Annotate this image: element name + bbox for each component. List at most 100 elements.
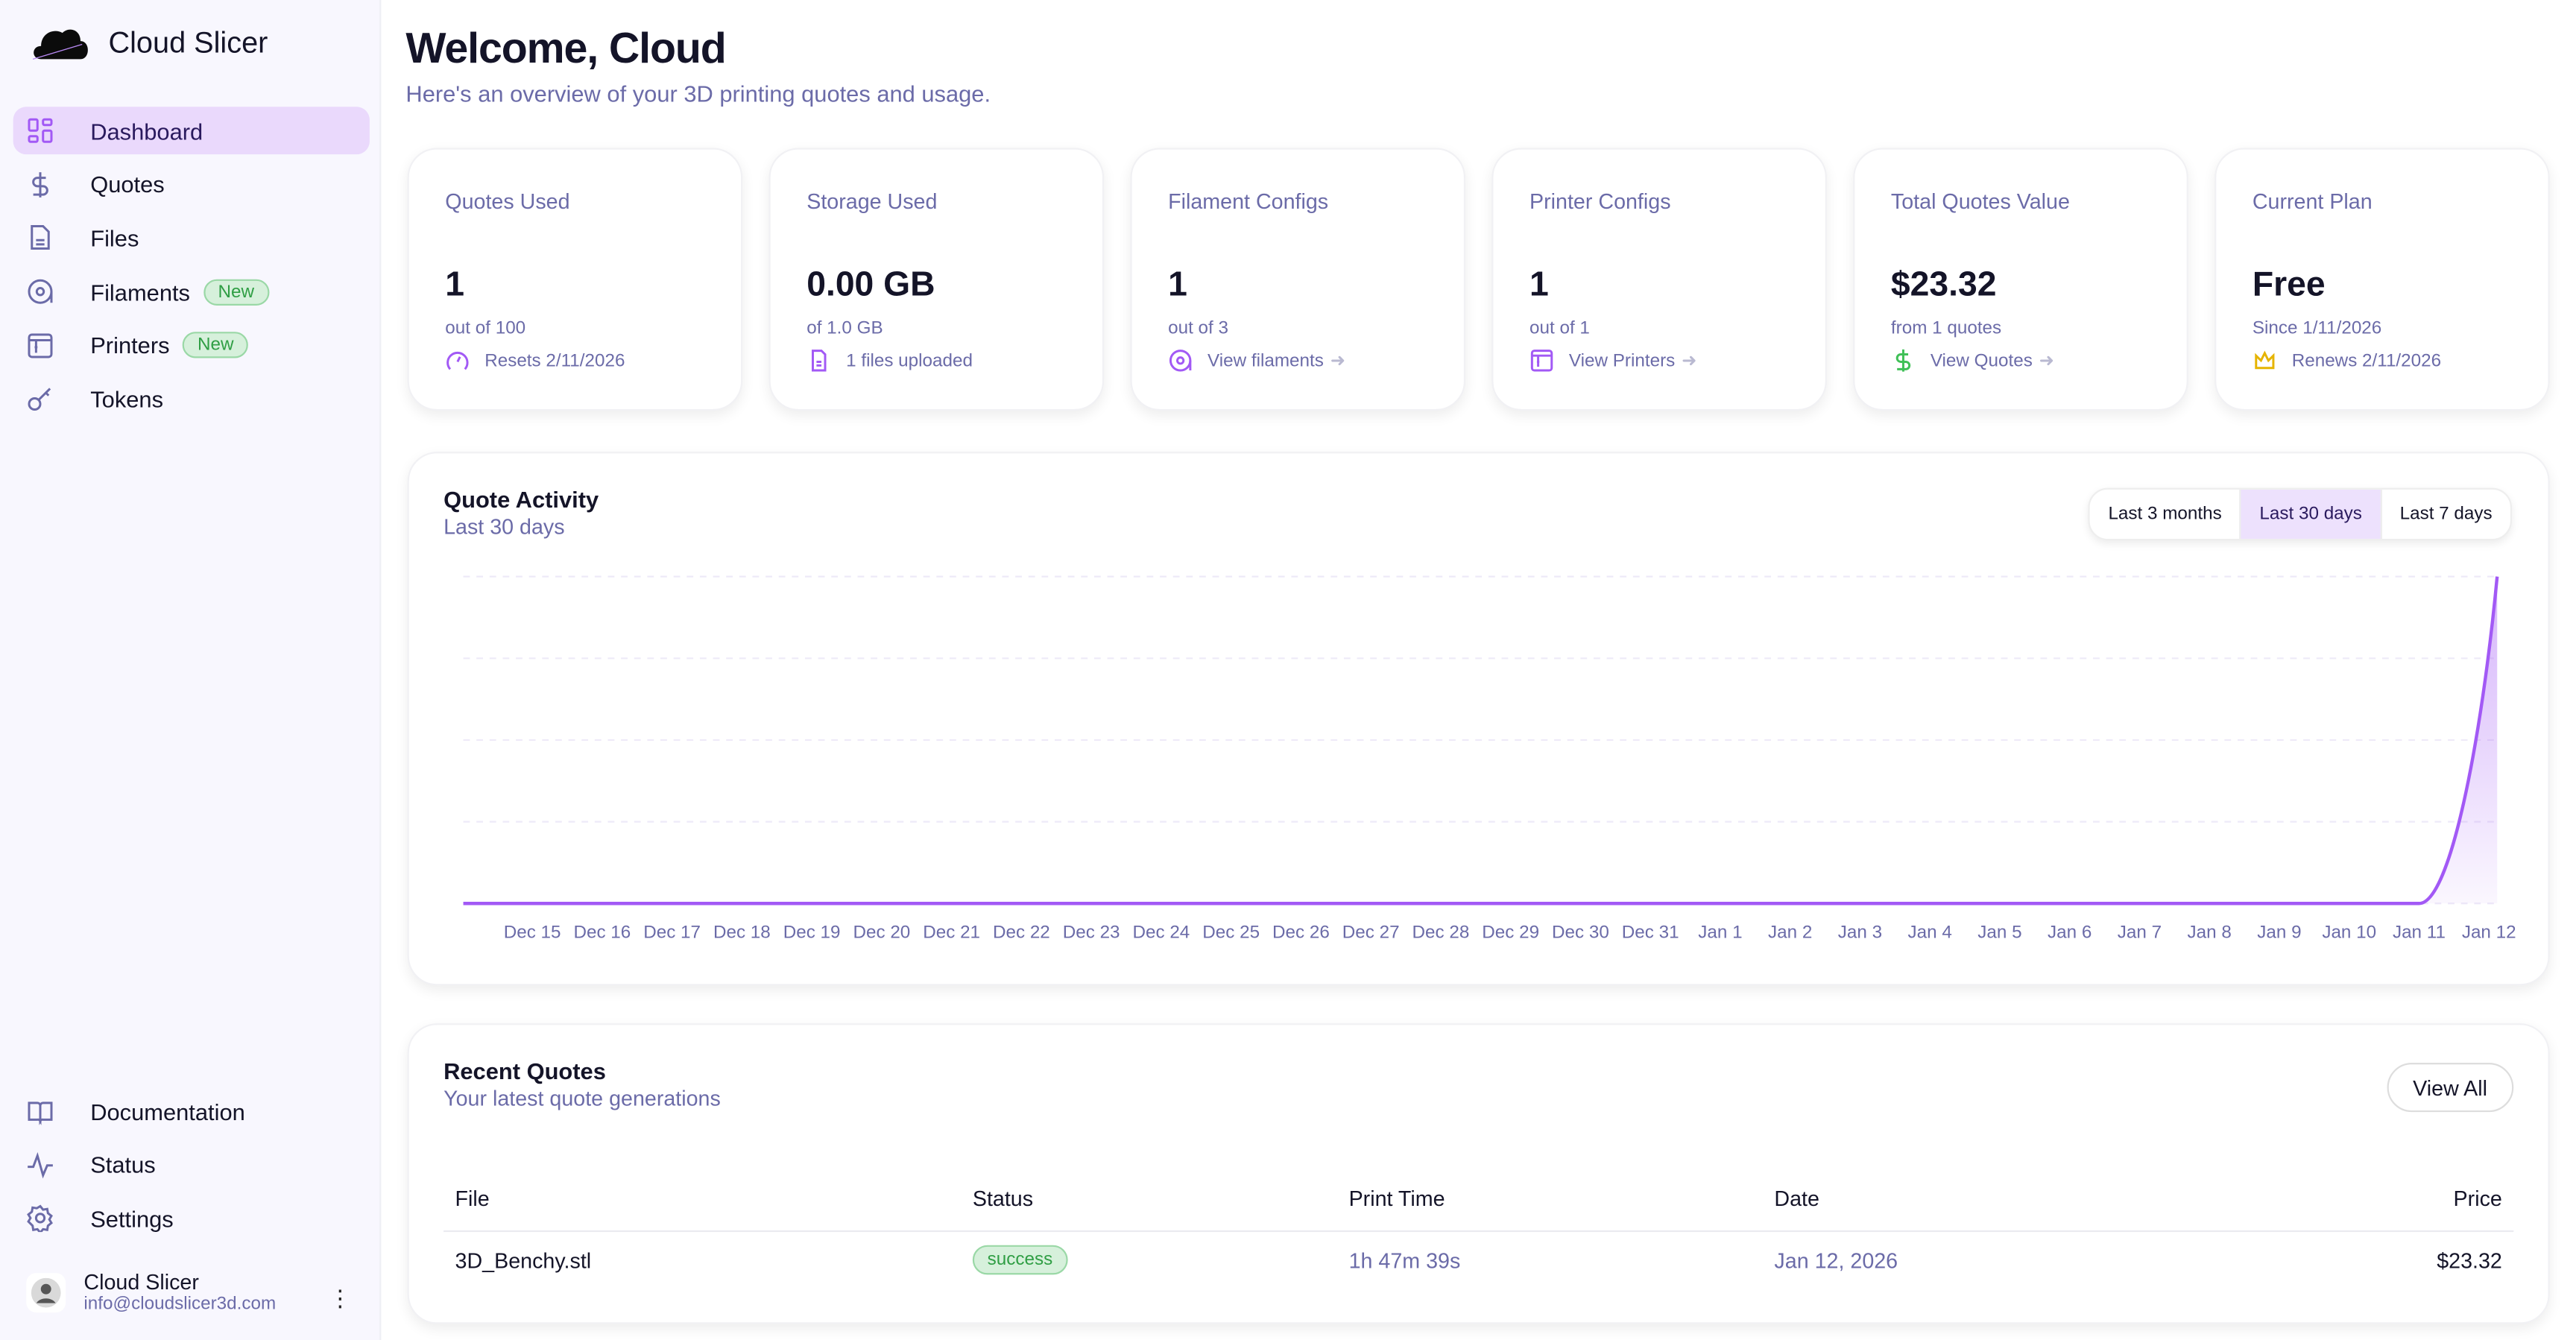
crown-icon bbox=[2253, 348, 2277, 373]
sidebar-item-dashboard[interactable]: Dashboard bbox=[13, 107, 370, 155]
x-tick-label: Dec 30 bbox=[1552, 923, 1609, 943]
sidebar-item-files[interactable]: Files bbox=[13, 214, 370, 262]
sidebar-item-quotes[interactable]: Quotes bbox=[13, 160, 370, 208]
cloud-logo-icon bbox=[32, 29, 88, 60]
stat-label: Storage Used bbox=[806, 189, 938, 214]
cell-print-time: 1h 47m 39s bbox=[1348, 1248, 1461, 1274]
x-tick-label: Dec 25 bbox=[1202, 923, 1260, 943]
page-subtitle: Here's an overview of your 3D printing q… bbox=[405, 80, 991, 107]
x-tick-label: Dec 20 bbox=[853, 923, 910, 943]
chart-subtitle: Last 30 days bbox=[443, 513, 565, 539]
column-header-date[interactable]: Date bbox=[1774, 1186, 1819, 1211]
stat-footer-text: Renews 2/11/2026 bbox=[2291, 350, 2442, 371]
x-tick-label: Dec 19 bbox=[783, 923, 841, 943]
stat-card-storage-used: Storage Used 0.00 GB of 1.0 GB 1 files u… bbox=[768, 148, 1105, 411]
column-header-print-time[interactable]: Print Time bbox=[1348, 1186, 1445, 1211]
stat-label: Quotes Used bbox=[445, 189, 570, 214]
stat-card-quotes-used: Quotes Used 1 out of 100 Resets 2/11/202… bbox=[407, 148, 743, 411]
x-tick-label: Dec 29 bbox=[1482, 923, 1539, 943]
view-all-button[interactable]: View All bbox=[2386, 1063, 2514, 1113]
stat-card-total-quotes-value: Total Quotes Value $23.32 from 1 quotes … bbox=[1853, 148, 2188, 411]
stat-link[interactable]: View Quotes ➜ bbox=[1891, 348, 2054, 373]
column-header-status[interactable]: Status bbox=[972, 1186, 1034, 1211]
sidebar-item-label: Documentation bbox=[90, 1098, 245, 1125]
sidebar-item-label: Settings bbox=[90, 1205, 174, 1232]
range-last-7-days[interactable]: Last 7 days bbox=[2399, 504, 2493, 525]
arrow-right-icon: ➜ bbox=[1682, 351, 1697, 372]
stat-footer: 1 files uploaded bbox=[806, 348, 973, 373]
file-icon bbox=[31, 225, 50, 250]
stat-footer-text: View filaments bbox=[1208, 350, 1324, 371]
stat-footer-text: Resets 2/11/2026 bbox=[484, 350, 625, 371]
stat-value: $23.32 bbox=[1890, 266, 1997, 304]
stat-subtext: from 1 quotes bbox=[1890, 318, 2002, 339]
sidebar-item-label: Quotes bbox=[90, 171, 165, 197]
key-icon bbox=[28, 388, 51, 411]
stat-subtext: out of 100 bbox=[445, 318, 526, 339]
stat-link[interactable]: View filaments ➜ bbox=[1168, 348, 1345, 373]
user-avatar-icon bbox=[31, 1277, 61, 1307]
sidebar-item-printers[interactable]: Printers New bbox=[13, 321, 370, 369]
user-name: Cloud Slicer bbox=[83, 1269, 199, 1295]
printer-icon bbox=[1530, 348, 1554, 373]
x-tick-label: Dec 26 bbox=[1272, 923, 1330, 943]
x-tick-label: Dec 18 bbox=[713, 923, 771, 943]
x-tick-label: Dec 22 bbox=[993, 923, 1050, 943]
sidebar-item-filaments[interactable]: Filaments New bbox=[13, 268, 370, 315]
stat-label: Printer Configs bbox=[1530, 189, 1671, 214]
dollar-icon bbox=[32, 171, 48, 197]
x-tick-label: Jan 10 bbox=[2322, 923, 2376, 943]
x-tick-label: Dec 17 bbox=[643, 923, 701, 943]
more-options-icon[interactable]: ⋮ bbox=[328, 1284, 352, 1311]
x-tick-label: Dec 15 bbox=[504, 923, 561, 943]
user-email: info@cloudslicer3d.com bbox=[83, 1294, 277, 1315]
range-toggle: Last 3 months Last 30 days Last 7 days bbox=[2088, 487, 2513, 541]
stat-card-current-plan: Current Plan Free Since 1/11/2026 Renews… bbox=[2214, 148, 2550, 411]
x-tick-label: Jan 6 bbox=[2048, 923, 2092, 943]
recent-subtitle: Your latest quote generations bbox=[443, 1085, 721, 1110]
range-last-3-months[interactable]: Last 3 months bbox=[2108, 504, 2222, 525]
series-line bbox=[463, 576, 2499, 906]
file-icon bbox=[806, 348, 831, 373]
column-header-file[interactable]: File bbox=[455, 1186, 490, 1211]
range-last-30-days[interactable]: Last 30 days bbox=[2239, 489, 2382, 539]
brand[interactable]: Cloud Slicer bbox=[30, 23, 268, 63]
sidebar-item-documentation[interactable]: Documentation bbox=[13, 1087, 370, 1135]
stat-label: Total Quotes Value bbox=[1890, 189, 2070, 214]
arrow-right-icon: ➜ bbox=[1330, 351, 1346, 372]
x-tick-label: Dec 24 bbox=[1133, 923, 1190, 943]
stat-footer-text: View Quotes bbox=[1930, 350, 2033, 371]
sidebar-item-tokens[interactable]: Tokens bbox=[13, 375, 370, 423]
printer-icon bbox=[28, 332, 53, 358]
stat-subtext: out of 3 bbox=[1168, 318, 1229, 339]
x-tick-label: Jan 4 bbox=[1908, 923, 1952, 943]
sidebar: Cloud Slicer Dashboard Quotes Files Fila… bbox=[0, 0, 382, 1340]
sidebar-nav: Dashboard Quotes Files Filaments New Pri… bbox=[13, 107, 370, 429]
stat-link[interactable]: View Printers ➜ bbox=[1530, 348, 1696, 373]
x-tick-label: Jan 11 bbox=[2393, 923, 2446, 943]
status-badge: success bbox=[972, 1245, 1068, 1275]
filament-spool-icon bbox=[28, 279, 53, 304]
stat-value: 1 bbox=[1168, 266, 1187, 304]
recent-quotes-card: Recent Quotes Your latest quote generati… bbox=[407, 1023, 2550, 1324]
sidebar-item-settings[interactable]: Settings bbox=[13, 1195, 370, 1242]
stat-footer-text: View Printers bbox=[1568, 350, 1676, 371]
sidebar-bottom-nav: Documentation Status Settings bbox=[13, 1087, 370, 1248]
stat-footer: Renews 2/11/2026 bbox=[2253, 348, 2441, 373]
book-icon bbox=[28, 1102, 53, 1125]
x-tick-label: Jan 3 bbox=[1838, 923, 1882, 943]
stat-footer: Resets 2/11/2026 bbox=[445, 348, 625, 373]
dollar-icon bbox=[1891, 348, 1916, 373]
column-header-price[interactable]: Price bbox=[2453, 1186, 2502, 1211]
x-tick-label: Jan 1 bbox=[1698, 923, 1742, 943]
sidebar-item-label: Tokens bbox=[90, 385, 163, 413]
stat-value: 1 bbox=[445, 266, 465, 304]
x-tick-label: Jan 8 bbox=[2188, 923, 2232, 943]
gauge-icon bbox=[445, 348, 470, 373]
sidebar-item-status[interactable]: Status bbox=[13, 1141, 370, 1189]
activity-icon bbox=[28, 1151, 53, 1178]
user-menu[interactable]: Cloud Slicer info@cloudslicer3d.com ⋮ bbox=[26, 1269, 367, 1315]
x-tick-label: Dec 28 bbox=[1412, 923, 1470, 943]
chart-title: Quote Activity bbox=[443, 486, 599, 513]
stat-card-filament-configs: Filament Configs 1 out of 3 View filamen… bbox=[1130, 148, 1466, 411]
